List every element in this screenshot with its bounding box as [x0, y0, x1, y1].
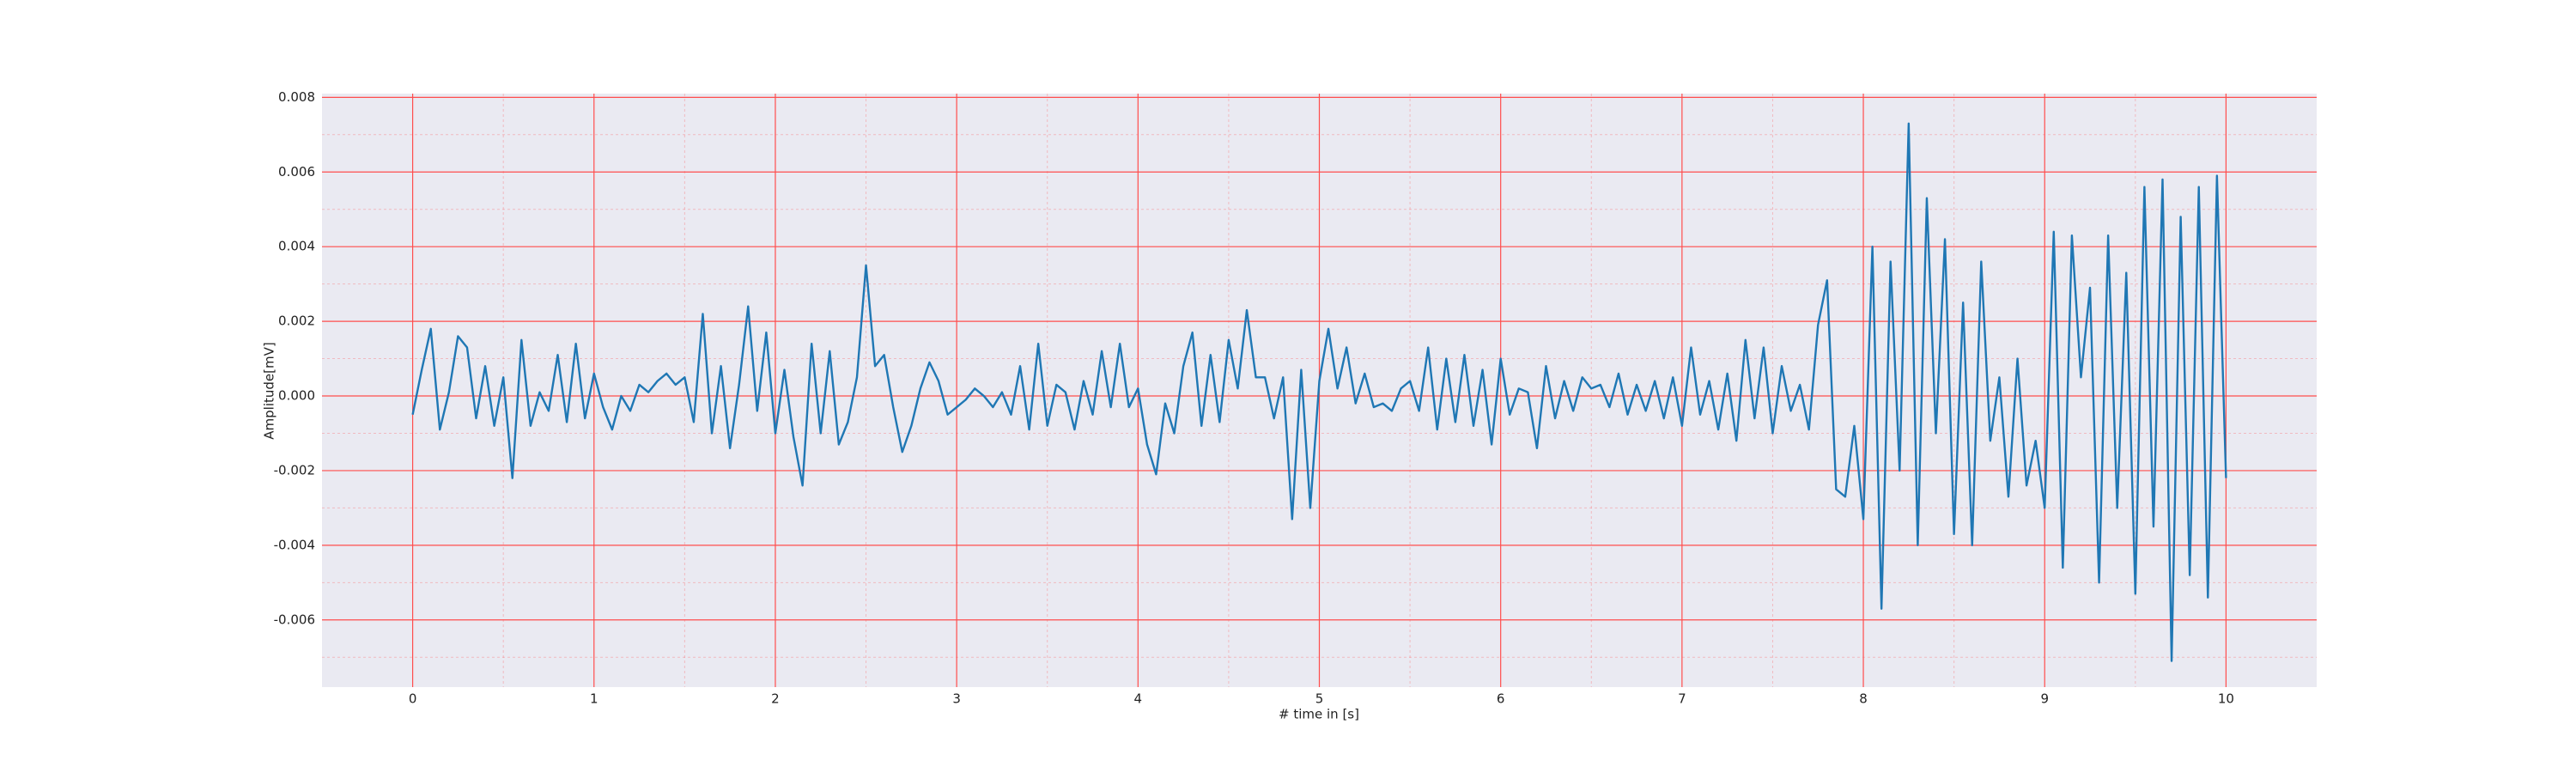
x-tick-label: 7: [1678, 691, 1686, 707]
x-tick-label: 0: [409, 691, 417, 707]
x-axis-label: # time in [s]: [1279, 707, 1359, 722]
x-tick-label: 6: [1497, 691, 1505, 707]
data-line: [411, 122, 2227, 662]
y-tick-label: 0.002: [278, 313, 315, 329]
y-tick-label: -0.002: [274, 462, 315, 478]
y-tick-label: 0.000: [278, 388, 315, 404]
y-axis-label: Amplitude[mV]: [262, 342, 277, 439]
x-tick-label: 2: [771, 691, 780, 707]
x-tick-label: 10: [2218, 691, 2234, 707]
y-tick-label: -0.006: [274, 612, 315, 627]
x-tick-label: 3: [952, 691, 961, 707]
y-tick-label: 0.006: [278, 164, 315, 180]
x-tick-label: 4: [1134, 691, 1143, 707]
grid: [322, 94, 2317, 687]
y-tick-label: -0.004: [274, 537, 315, 552]
y-tick-label: 0.008: [278, 89, 315, 105]
x-tick-label: 5: [1315, 691, 1324, 707]
x-tick-label: 1: [590, 691, 598, 707]
marks: [411, 122, 2227, 662]
x-tick-label: 9: [2040, 691, 2049, 707]
y-tick-label: 0.004: [278, 239, 315, 254]
x-tick-label: 8: [1859, 691, 1868, 707]
